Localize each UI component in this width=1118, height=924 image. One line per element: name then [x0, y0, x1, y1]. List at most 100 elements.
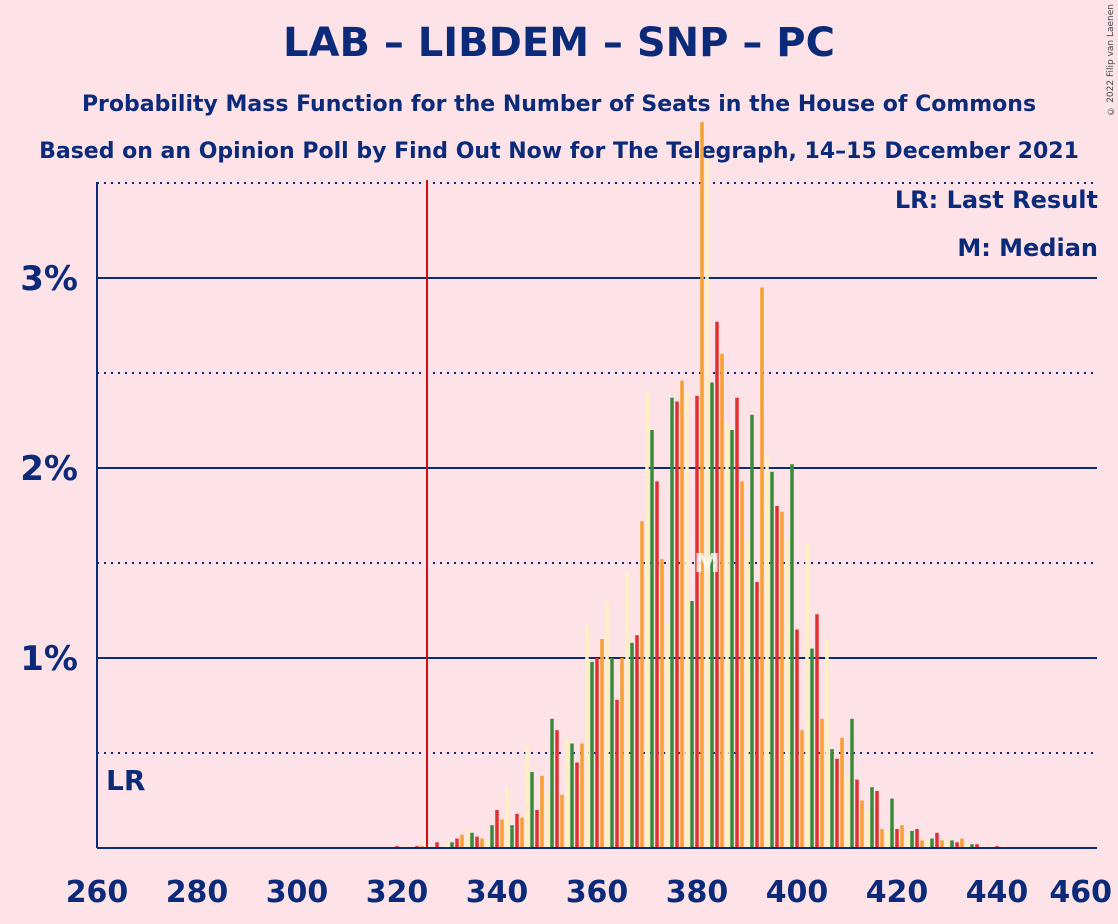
bar [435, 842, 439, 848]
bar [740, 481, 744, 848]
bar [750, 414, 754, 848]
bar [600, 639, 604, 848]
bar [805, 544, 809, 848]
bar [870, 787, 874, 848]
bar [610, 658, 614, 848]
bar [525, 745, 529, 848]
bar [930, 838, 934, 848]
bar [715, 321, 719, 848]
bar [895, 829, 899, 848]
bar [660, 559, 664, 848]
bar [665, 623, 669, 848]
bar [670, 397, 674, 848]
bar [515, 813, 519, 848]
y-tick-label: 1% [20, 639, 78, 679]
bar [500, 819, 504, 848]
bar [790, 464, 794, 848]
x-tick-label: 440 [966, 875, 1029, 910]
bar [445, 844, 449, 848]
bar [485, 840, 489, 848]
grid-lines [97, 182, 1097, 754]
chart-title: LAB – LIBDEM – SNP – PC [283, 20, 835, 66]
bar [645, 392, 649, 848]
bar [690, 601, 694, 848]
bar [630, 642, 634, 848]
bar [830, 749, 834, 848]
bar [900, 825, 904, 848]
bar [965, 844, 969, 848]
chart-subtitle-poll: Based on an Opinion Poll by Find Out Now… [39, 139, 1079, 164]
bar [935, 832, 939, 848]
bar [460, 834, 464, 848]
y-tick-label: 3% [20, 259, 78, 299]
bar [495, 810, 499, 848]
x-tick-label: 380 [666, 875, 729, 910]
bar [720, 354, 724, 848]
bar [545, 791, 549, 848]
bar [650, 430, 654, 848]
bar [455, 838, 459, 848]
bar [675, 401, 679, 848]
bar [595, 658, 599, 848]
last-result-label: LR [106, 764, 145, 797]
bar [910, 830, 914, 848]
bar [955, 842, 959, 848]
bar [780, 511, 784, 848]
bar [490, 825, 494, 848]
x-tick-label: 340 [466, 875, 529, 910]
bar [655, 481, 659, 848]
bar [615, 699, 619, 848]
bar [970, 844, 974, 848]
x-tick-label: 300 [266, 875, 329, 910]
bar [825, 639, 829, 848]
chart-subtitle: Probability Mass Function for the Number… [81, 92, 1037, 117]
x-tick-label: 280 [166, 875, 229, 910]
bar [905, 834, 909, 848]
bar [815, 614, 819, 848]
legend-median: M: Median [957, 234, 1098, 262]
bar [890, 798, 894, 848]
bar [685, 392, 689, 848]
bar [925, 838, 929, 848]
bar [880, 829, 884, 848]
x-tick-label: 420 [866, 875, 929, 910]
bar [585, 625, 589, 848]
x-tick-label: 260 [66, 875, 129, 910]
bar [575, 762, 579, 848]
bar [795, 629, 799, 848]
bar [735, 397, 739, 848]
bar [510, 825, 514, 848]
bar [635, 635, 639, 848]
bar [620, 658, 624, 848]
bar [725, 422, 729, 848]
bar [770, 471, 774, 848]
bar [745, 538, 749, 848]
bar [540, 775, 544, 848]
bar [450, 842, 454, 848]
bar [840, 737, 844, 848]
median-label: M [694, 549, 720, 579]
bar [940, 840, 944, 848]
bar [470, 832, 474, 848]
bar [480, 838, 484, 848]
bar [605, 601, 609, 848]
bar [920, 840, 924, 848]
bar [530, 772, 534, 848]
bar [695, 395, 699, 848]
bar [755, 582, 759, 848]
bar [875, 791, 879, 848]
bar [860, 800, 864, 848]
bar [865, 810, 869, 848]
tick-labels: 1% 2% 3% LR M 260 280 300 320 340 360 380 400 420 440 4… [20, 259, 1112, 910]
bar [820, 718, 824, 848]
bar [945, 840, 949, 848]
bar [835, 758, 839, 848]
bar [760, 287, 764, 848]
bar [765, 454, 769, 848]
bar [625, 572, 629, 848]
bar [550, 718, 554, 848]
bar [580, 743, 584, 848]
bar [885, 829, 889, 848]
bar [475, 836, 479, 848]
bar [785, 538, 789, 848]
